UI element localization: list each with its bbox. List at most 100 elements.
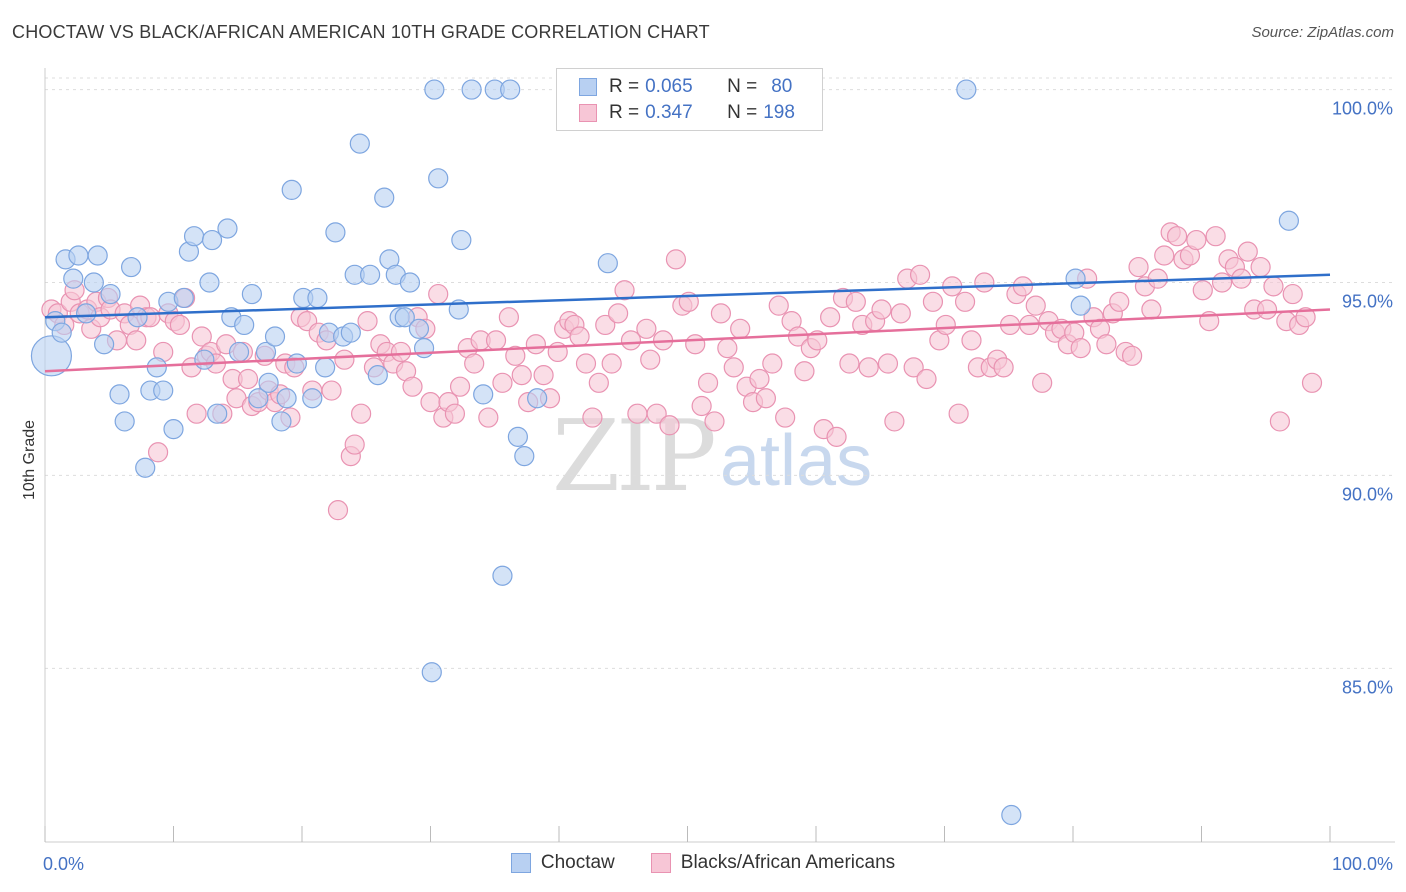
black-point — [948, 403, 969, 424]
black-point — [334, 349, 355, 370]
black-point — [640, 349, 661, 370]
black-point — [169, 314, 191, 336]
black-point — [1205, 226, 1226, 247]
black-point — [1025, 295, 1046, 316]
choctaw-point — [217, 218, 238, 239]
black-point — [755, 388, 776, 409]
choctaw-point — [234, 314, 255, 336]
black-point — [505, 345, 526, 366]
black-point — [922, 291, 944, 312]
black-point — [1154, 245, 1175, 266]
trend-lines — [44, 273, 1331, 373]
black-point — [697, 372, 719, 393]
legend-r-value: 0.347 — [645, 102, 693, 123]
black-point — [428, 283, 449, 305]
black-point — [762, 353, 783, 374]
choctaw-point — [83, 272, 104, 293]
black-point — [1032, 372, 1053, 393]
black-point — [1109, 291, 1130, 312]
black-point — [1186, 229, 1207, 251]
correlation-legend: R = 0.065 N = 80 R = 0.347 N = 198 — [556, 68, 823, 131]
black-point — [710, 303, 732, 324]
choctaw-point — [413, 338, 435, 359]
black-point — [794, 361, 815, 382]
choctaw-point — [514, 446, 535, 467]
choctaw-point — [51, 322, 72, 343]
black-point — [636, 318, 657, 339]
black-point — [916, 368, 937, 390]
black-point — [659, 415, 680, 436]
black-point — [569, 326, 590, 347]
bottom-legend-label: Blacks/African Americans — [680, 852, 896, 873]
black-point — [351, 403, 372, 424]
black-point — [344, 434, 365, 455]
black-point — [1166, 226, 1188, 247]
black-point — [525, 334, 546, 355]
choctaw-point — [367, 365, 388, 386]
black-point — [974, 272, 995, 293]
choctaw-point — [120, 256, 142, 278]
black-point — [717, 338, 738, 359]
black-point — [961, 330, 982, 351]
choctaw-point — [228, 341, 250, 363]
x-tick-label: 100.0% — [1332, 854, 1393, 874]
choctaw-point — [281, 179, 302, 200]
choctaw-point — [428, 168, 449, 189]
choctaw-point — [956, 79, 977, 100]
choctaw-point — [307, 287, 328, 309]
black-point — [935, 314, 956, 336]
black-point — [807, 330, 828, 351]
black-point — [588, 372, 609, 393]
choctaw-point — [109, 384, 130, 405]
black-point — [595, 314, 616, 336]
choctaw-point — [507, 426, 528, 447]
choctaw-point — [286, 353, 307, 374]
choctaw-point — [258, 372, 279, 393]
black-point — [492, 372, 513, 393]
black-point — [665, 249, 687, 270]
x-tick-label: 0.0% — [43, 854, 84, 874]
choctaw-point — [500, 79, 521, 100]
black-point — [909, 264, 931, 285]
black-point — [691, 395, 712, 417]
y-tick-label: 95.0% — [1342, 292, 1393, 312]
trend-line-black — [44, 308, 1331, 373]
black-point — [1237, 241, 1258, 262]
black-point — [839, 353, 860, 374]
legend-row-black: R = 0.347 N = 198 — [579, 101, 801, 125]
black-point — [1295, 307, 1316, 328]
choctaw-point — [199, 272, 220, 293]
black-point — [1263, 276, 1284, 297]
black-point — [768, 295, 789, 316]
black-point — [327, 500, 349, 521]
black-point — [1122, 345, 1143, 366]
black-point — [614, 280, 635, 301]
black-point — [871, 299, 892, 320]
tick-labels: 85.0% 90.0% 95.0% 100.0% 0.0% 100.0% 10th Grad… — [21, 99, 1393, 874]
choctaw-point — [1001, 804, 1022, 826]
choctaw-point — [424, 79, 445, 100]
choctaw-point — [597, 253, 618, 274]
y-tick-label: 90.0% — [1342, 484, 1393, 504]
choctaw-point — [315, 357, 336, 378]
choctaw-point — [1278, 210, 1299, 231]
choctaw-point — [248, 388, 269, 409]
black-point — [582, 407, 603, 428]
choctaw-point — [100, 283, 121, 305]
black-point — [646, 403, 667, 424]
bottom-legend-swatch-choctaw — [510, 853, 531, 873]
black-point — [186, 403, 207, 424]
choctaw-point — [114, 411, 135, 432]
black-point — [730, 318, 751, 339]
legend-r-value: 0.065 — [645, 76, 693, 97]
choctaw-point — [63, 268, 84, 289]
choctaw-point — [30, 335, 73, 377]
choctaw-point — [394, 307, 415, 328]
black-point — [877, 353, 899, 374]
y-tick-label: 100.0% — [1332, 99, 1393, 119]
choctaw-point — [153, 380, 174, 401]
black-point — [485, 330, 507, 351]
black-point — [884, 411, 905, 432]
black-point — [1256, 299, 1278, 320]
